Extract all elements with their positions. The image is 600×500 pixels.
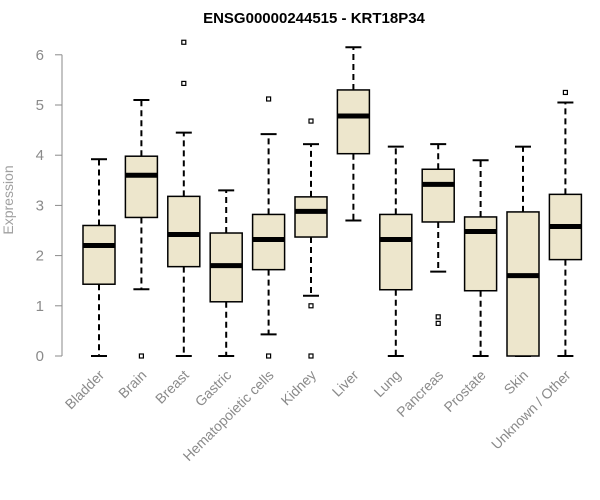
- box-iqr: [463, 216, 498, 292]
- box-group: [506, 145, 540, 357]
- box-series: [82, 39, 583, 359]
- box-iqr: [124, 155, 159, 219]
- x-category-label: Unknown / Other: [488, 367, 574, 453]
- x-category-label: Prostate: [441, 367, 489, 415]
- y-tick-label: 1: [36, 298, 44, 315]
- box-group: [251, 96, 286, 359]
- box-group: [167, 39, 201, 357]
- box-iqr: [251, 213, 286, 271]
- box-group: [379, 145, 413, 357]
- outlier-point: [308, 118, 314, 124]
- x-category-label: Skin: [501, 367, 532, 398]
- y-axis-label: Expression: [0, 165, 16, 234]
- outlier-point: [181, 39, 187, 45]
- box-group: [294, 118, 328, 359]
- box-group: [336, 46, 371, 222]
- box-group: [209, 189, 243, 357]
- chart-title: ENSG00000244515 - KRT18P34: [203, 10, 425, 27]
- x-category-label: Bladder: [62, 367, 108, 413]
- y-tick-label: 0: [36, 348, 44, 365]
- box-iqr: [167, 195, 201, 268]
- outlier-point: [562, 89, 569, 96]
- box-group: [124, 98, 159, 359]
- x-category-label: Liver: [329, 367, 362, 400]
- x-category-label: Pancreas: [393, 367, 446, 420]
- box-iqr: [82, 224, 116, 285]
- outlier-point: [266, 353, 272, 359]
- y-tick-label: 3: [36, 197, 44, 214]
- box-iqr: [506, 211, 540, 357]
- y-tick-label: 5: [36, 97, 44, 114]
- outlier-point: [266, 96, 272, 102]
- outlier-point: [435, 314, 441, 320]
- x-category-label: Breast: [152, 367, 192, 407]
- outlier-point: [138, 353, 144, 359]
- box-group: [82, 158, 116, 357]
- y-tick-label: 2: [36, 248, 44, 265]
- y-axis: 0 1 2 3 4 5 6: [36, 47, 63, 365]
- outlier-point: [308, 353, 314, 359]
- box-iqr: [421, 168, 455, 223]
- outlier-point: [181, 80, 187, 87]
- y-tick-label: 6: [36, 47, 44, 64]
- box-group: [421, 143, 455, 326]
- outlier-point: [308, 303, 314, 309]
- outlier-point: [435, 320, 441, 326]
- x-category-label: Lung: [371, 367, 404, 400]
- box-iqr: [336, 89, 371, 155]
- box-group: [463, 159, 498, 357]
- y-tick-label: 4: [36, 147, 44, 164]
- x-category-label: Kidney: [278, 367, 320, 409]
- x-category-label: Brain: [115, 367, 149, 401]
- box-iqr: [379, 213, 413, 291]
- box-iqr: [294, 196, 328, 238]
- box-group: [548, 89, 583, 357]
